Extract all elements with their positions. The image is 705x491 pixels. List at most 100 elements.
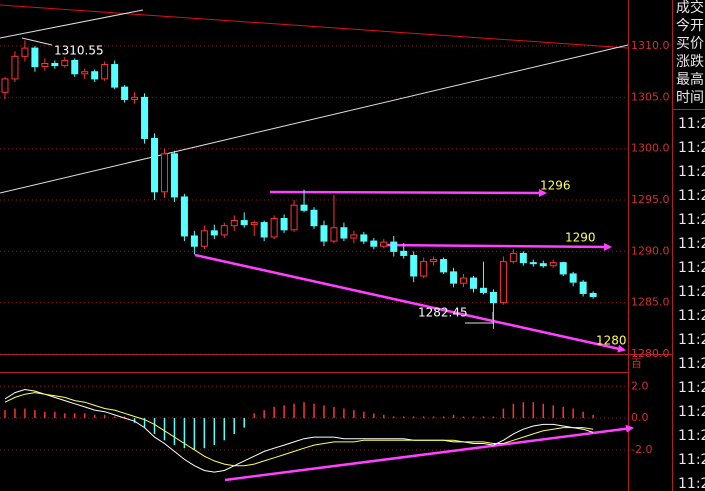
trend-line: [0, 44, 629, 194]
candle-body: [350, 234, 358, 239]
candle-body: [61, 59, 69, 67]
y-tick-label: 2.0: [631, 379, 649, 392]
candle-body: [589, 292, 597, 298]
side-time: 11:2: [678, 476, 705, 491]
candle-body: [529, 262, 537, 265]
candle-body: [559, 262, 567, 275]
y-tick-label: 1310.0: [631, 39, 670, 52]
side-label: 时间: [676, 90, 704, 106]
candle-body: [31, 47, 39, 68]
side-time: 11:2: [678, 236, 705, 252]
candle-body: [151, 137, 159, 193]
candle-body: [260, 222, 268, 238]
candle-body: [310, 209, 318, 227]
side-time: 11:2: [678, 164, 705, 180]
candle-body: [460, 277, 468, 284]
candle-body: [330, 227, 338, 242]
candle-body: [1, 78, 9, 93]
candle-body: [519, 252, 527, 264]
annotation: 1280: [596, 334, 627, 348]
candle-body: [360, 234, 368, 242]
candle-body: [111, 64, 119, 88]
side-time: 11:2: [678, 380, 705, 396]
trend-line: [269, 188, 547, 197]
macd-line: [4, 388, 594, 473]
side-time: 11:2: [678, 356, 705, 372]
y-tick-label: 1300.0: [631, 142, 670, 155]
side-time: 11:2: [678, 212, 705, 228]
candle-body: [180, 196, 188, 237]
candle-body: [51, 63, 59, 67]
side-time: 11:2: [678, 404, 705, 420]
candle-body: [250, 222, 258, 226]
candle-body: [210, 230, 218, 236]
candle-body: [469, 277, 477, 289]
trend-line: [0, 4, 629, 49]
candle-body: [479, 287, 487, 293]
candle-body: [450, 271, 458, 284]
side-time: 11:2: [678, 188, 705, 204]
candle-body: [200, 230, 208, 247]
side-time: 11:2: [678, 332, 705, 348]
y-tick-label: 1285.0: [631, 296, 670, 309]
y-tick-label: 1295.0: [631, 193, 670, 206]
candle-body: [270, 218, 278, 238]
candle-body: [440, 259, 448, 273]
candle-body: [300, 204, 308, 211]
macd-line: [4, 392, 594, 467]
candle-body: [509, 252, 517, 263]
candle-body: [41, 63, 49, 68]
annotation: 1290: [565, 231, 596, 245]
candle-body: [220, 225, 228, 236]
side-time: 11:2: [678, 284, 705, 300]
trend-line: [0, 9, 144, 39]
candle-body: [141, 96, 149, 139]
trend-line: [379, 242, 612, 251]
y-tick-label: 1280.0: [631, 347, 670, 360]
candle-body: [549, 262, 557, 267]
candle-body: [499, 261, 507, 304]
side-time: 11:2: [678, 260, 705, 276]
candle-body: [420, 261, 428, 277]
candle-body: [569, 273, 577, 283]
candle-body: [579, 281, 587, 294]
trend-line: [21, 37, 53, 46]
candle-body: [390, 241, 398, 252]
candle-body: [170, 153, 178, 198]
candle-body: [131, 96, 139, 100]
candle-body: [160, 153, 168, 193]
panel-label: 百: [631, 357, 642, 370]
y-tick-label: 0.0: [631, 411, 649, 424]
candle-body: [91, 71, 99, 80]
candle-body: [410, 254, 418, 277]
side-time: 11:2: [678, 116, 705, 132]
annotation: 1296: [540, 179, 571, 193]
candle-body: [380, 241, 388, 247]
candle-body: [21, 47, 29, 57]
annotation: 1282.45: [418, 306, 468, 320]
candle-body: [190, 235, 198, 247]
candle-body: [539, 263, 547, 267]
candle-body: [230, 220, 238, 227]
y-tick-label: 1305.0: [631, 90, 670, 103]
candle-body: [280, 218, 288, 231]
annotation: 1310.55: [54, 44, 104, 58]
side-label: 成交: [676, 0, 704, 16]
y-tick-label: -2.0: [631, 443, 652, 456]
side-time: 11:2: [678, 140, 705, 156]
trend-line: [224, 424, 634, 482]
side-time: 11:2: [678, 452, 705, 468]
side-label: 买价: [676, 36, 704, 52]
candle-body: [340, 227, 348, 239]
candle-body: [489, 291, 497, 304]
candle-body: [11, 55, 19, 80]
candle-body: [430, 259, 438, 263]
candle-body: [121, 86, 129, 100]
side-time: 11:2: [678, 308, 705, 324]
candle-body: [290, 204, 298, 231]
candle-body: [370, 240, 378, 247]
side-time: 11:2: [678, 428, 705, 444]
candle-body: [71, 59, 79, 75]
